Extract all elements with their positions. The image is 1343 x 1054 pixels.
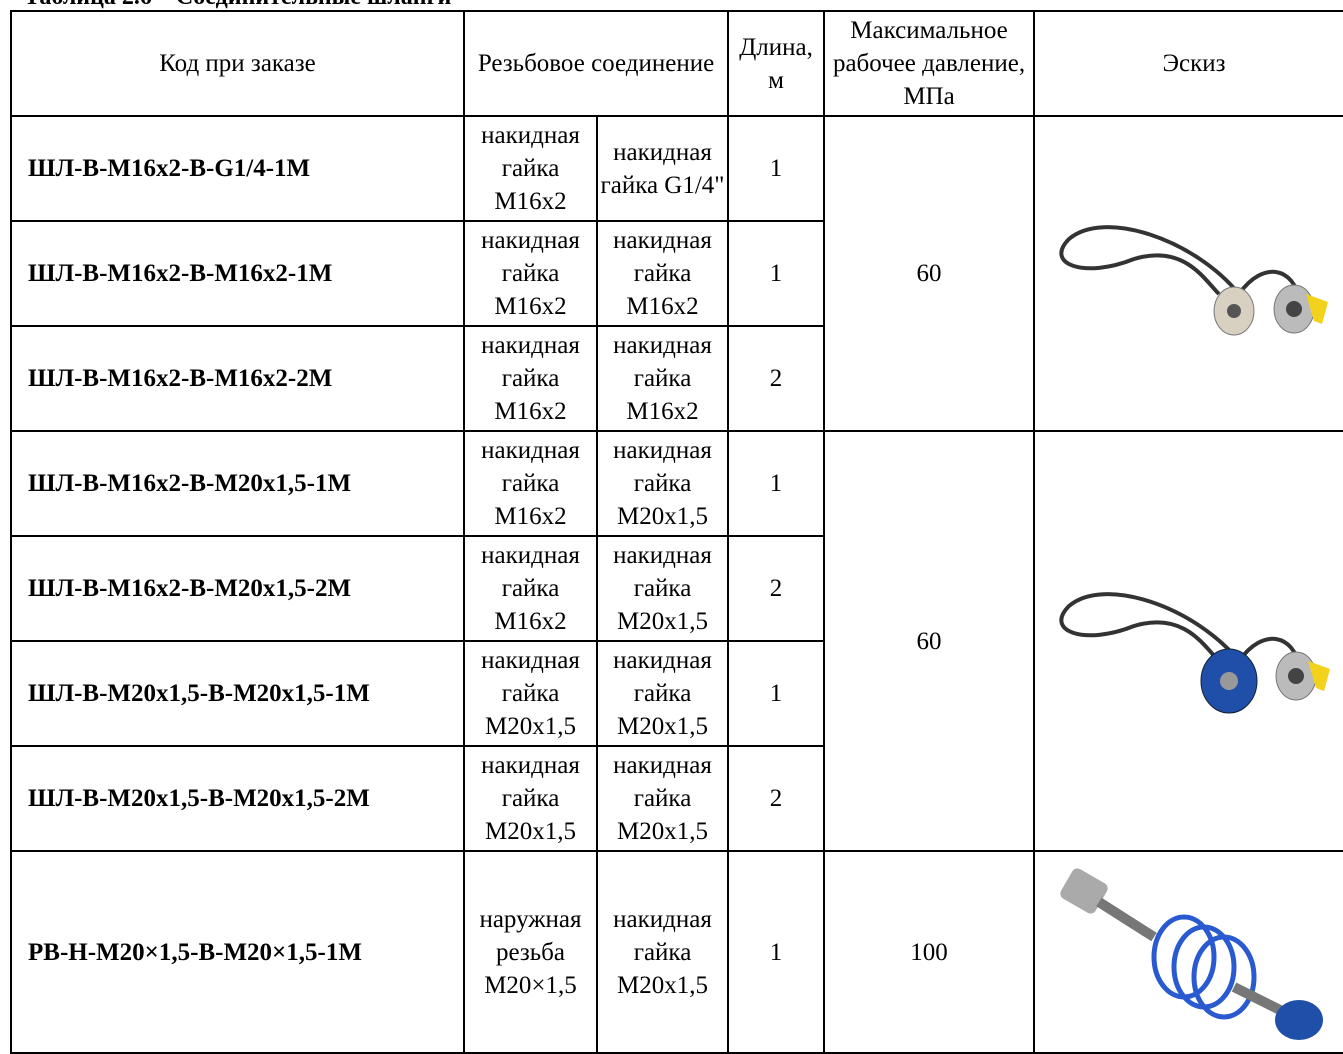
table-row: ШЛ-В-М20х1,5-В-М20х1,5-2М накидная гайка …: [10, 745, 1343, 852]
hose-sketch: [1060, 868, 1323, 1040]
thread-cell: накидная гайка М20х1,5: [595, 535, 730, 642]
thread-cell: накидная гайка М16х2: [463, 115, 598, 222]
length-cell: 1: [727, 220, 826, 327]
table-row: РВ-Н-М20×1,5-В-М20×1,5-1М наружная резьба…: [10, 850, 1343, 1054]
header-cell: Эскиз: [1033, 10, 1343, 117]
sketch-cell: [1033, 115, 1343, 432]
table-row: ШЛ-В-М16х2-В-М20х1,5-1М накидная гайка М1…: [10, 430, 1343, 852]
thread-cell: накидная гайка М16х2: [463, 535, 598, 642]
table-row: ШЛ-В-М16х2-В-М16х2-1М накидная гайка М16х…: [10, 220, 1343, 327]
thread-cell: накидная гайка М20х1,5: [595, 640, 730, 747]
thread-cell: накидная гайка М20х1,5: [595, 745, 730, 852]
header-cell: Код при заказе: [10, 10, 465, 117]
thread-cell: накидная гайка М16х2: [463, 220, 598, 327]
thread-cell: накидная гайка М16х2: [595, 325, 730, 432]
length-cell: 1: [727, 640, 826, 747]
pressure-cell: 60: [823, 115, 1036, 432]
caption: Таблица 2.6 – Соединительные шланги: [24, 0, 451, 11]
hose-sketch: [1059, 224, 1328, 335]
pressure-cell: 100: [823, 850, 1036, 1054]
header-cell: Максимальное рабочее давление, МПа: [823, 10, 1036, 117]
table: Код при заказе Резьбовое соединение Длин…: [10, 10, 1343, 1054]
sketch-cell: [1033, 850, 1343, 1054]
order-code: ШЛ-В-М16х2-В-М20х1,5-2М: [10, 535, 465, 642]
sketch-cell: [1033, 430, 1343, 852]
order-code: ШЛ-В-М16х2-В-М20х1,5-1М: [10, 430, 465, 537]
order-code: ШЛ-В-М16х2-В-G1/4-1М: [10, 115, 465, 222]
table-row: ШЛ-В-М16х2-В-М16х2-2М накидная гайка М16х…: [10, 325, 1343, 432]
table-body: ШЛ-В-М16х2-В-G1/4-1М накидная гайка М16х2…: [10, 115, 1343, 1054]
order-code: РВ-Н-М20×1,5-В-М20×1,5-1М: [10, 850, 465, 1054]
order-code: ШЛ-В-М20х1,5-В-М20х1,5-1М: [10, 640, 465, 747]
length-cell: 1: [727, 430, 826, 537]
table-row: ШЛ-В-М16х2-В-М20х1,5-2М накидная гайка М1…: [10, 535, 1343, 642]
table-row: ШЛ-В-М16х2-В-G1/4-1М накидная гайка М16х2…: [10, 115, 1343, 432]
thread-cell: накидная гайка М20х1,5: [463, 745, 598, 852]
thread-cell: накидная гайка М16х2: [595, 220, 730, 327]
pressure-cell: 60: [823, 430, 1036, 852]
hose-sketch: [1059, 592, 1330, 714]
length-cell: 2: [727, 535, 826, 642]
thread-cell: накидная гайка G1/4": [595, 115, 730, 222]
length-cell: 2: [727, 325, 826, 432]
thread-cell: накидная гайка М20х1,5: [463, 640, 598, 747]
thread-cell: накидная гайка М16х2: [463, 325, 598, 432]
table-row: ШЛ-В-М20х1,5-В-М20х1,5-1М накидная гайка …: [10, 640, 1343, 747]
thread-cell: наружная резьба М20×1,5: [463, 850, 598, 1054]
header-cell: Длина, м: [727, 10, 826, 117]
length-cell: 2: [727, 745, 826, 852]
order-code: ШЛ-В-М16х2-В-М16х2-2М: [10, 325, 465, 432]
length-cell: 1: [727, 115, 826, 222]
order-code: ШЛ-В-М20х1,5-В-М20х1,5-2М: [10, 745, 465, 852]
thread-cell: накидная гайка М20х1,5: [595, 430, 730, 537]
length-cell: 1: [727, 850, 826, 1054]
thread-cell: накидная гайка М16х2: [463, 430, 598, 537]
header-cell: Резьбовое соединение: [462, 10, 730, 117]
thread-cell: накидная гайка М20х1,5: [595, 850, 730, 1054]
order-code: ШЛ-В-М16х2-В-М16х2-1М: [10, 220, 465, 327]
